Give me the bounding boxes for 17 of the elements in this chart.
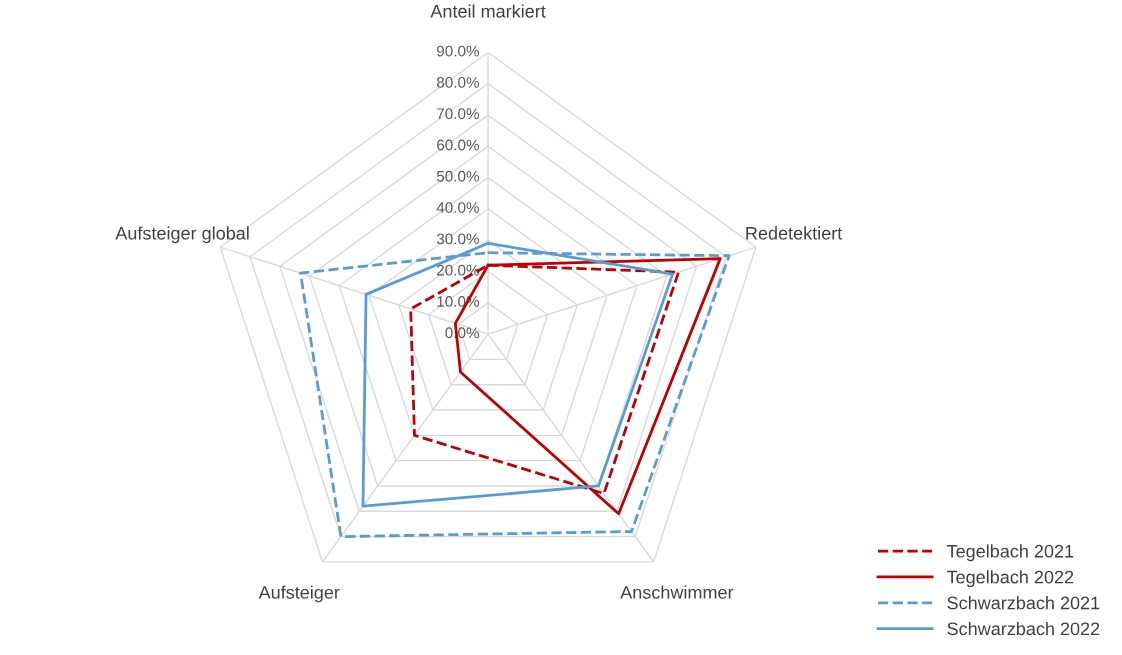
- y-tick-label: 60.0%: [437, 139, 480, 151]
- legend-label: Schwarzbach 2021: [947, 596, 1100, 610]
- legend-label: Tegelbach 2021: [946, 544, 1074, 562]
- y-tick-label: 70.0%: [437, 108, 480, 120]
- spoke-label: Anteil markiert: [430, 4, 546, 18]
- y-tick-label: 50.0%: [436, 170, 480, 182]
- y-tick-label: 20.0%: [437, 264, 480, 276]
- spoke-label: Aufsteiger global: [115, 226, 249, 244]
- y-tick-label: 40.0%: [436, 202, 480, 213]
- spoke-label: Aufsteiger: [258, 585, 340, 603]
- spoke-label: Redetektiert: [746, 226, 843, 240]
- legend-label: Tegelbach 2022: [946, 570, 1074, 588]
- y-tick-label: 80.0%: [436, 76, 480, 88]
- y-tick-label: 30.0%: [436, 233, 480, 245]
- legend-label: Schwarzbach 2022: [947, 621, 1100, 636]
- y-tick-label: 90.0%: [436, 45, 480, 57]
- spoke-label: Anschwimmer: [620, 585, 734, 599]
